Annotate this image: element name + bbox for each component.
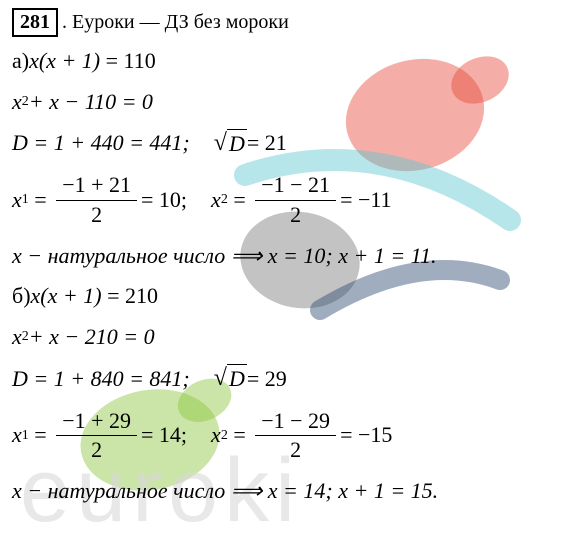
disc-lhs: D = 1 + 840 = 841; xyxy=(12,365,190,394)
math-solution-content: 281 . Еуроки — ДЗ без мороки а) x(x + 1)… xyxy=(0,0,586,525)
eq-exp: 2 xyxy=(22,93,29,111)
part-b-disc: D = 1 + 840 = 841; √ D = 29 xyxy=(12,363,574,394)
x1-num: −1 + 21 xyxy=(56,171,137,201)
sqrt-val: = 21 xyxy=(247,129,287,158)
sqrt-expr: √ D xyxy=(214,128,247,159)
part-a-label: а) xyxy=(12,47,29,76)
sqrt-arg: D xyxy=(227,129,247,159)
x1-sub: 1 xyxy=(22,191,29,209)
x2-frac: −1 − 29 2 xyxy=(255,407,336,465)
x1-frac: −1 + 29 2 xyxy=(56,407,137,465)
eq-lhs: x(x + 1) xyxy=(31,282,102,311)
concl-text: x − натуральное число ⟹ x = 10; x + 1 = … xyxy=(12,242,437,271)
eq-rhs: 210 xyxy=(125,282,158,311)
x1-frac: −1 + 21 2 xyxy=(56,171,137,229)
eq-lhs: x(x + 1) xyxy=(29,47,100,76)
part-b-eq2: x2 + x − 210 = 0 xyxy=(12,323,574,352)
x2-den: 2 xyxy=(284,436,307,465)
sqrt-expr: √ D xyxy=(214,363,247,394)
sqrt-symbol: √ xyxy=(214,363,227,394)
sqrt-arg: D xyxy=(227,364,247,394)
header-row: 281 . Еуроки — ДЗ без мороки xyxy=(12,8,574,37)
x2-num: −1 − 21 xyxy=(255,171,336,201)
problem-number-box: 281 xyxy=(12,8,58,37)
header-site-text: . Еуроки — ДЗ без мороки xyxy=(62,11,289,34)
x1-val: = 14; xyxy=(141,421,187,450)
x2-sub: 2 xyxy=(221,191,228,209)
part-a-disc: D = 1 + 440 = 441; √ D = 21 xyxy=(12,128,574,159)
eq-sign: = xyxy=(228,186,251,215)
eq-rest: + x − 210 = 0 xyxy=(29,323,155,352)
x2-label: x xyxy=(211,421,221,450)
part-a-eq2: x2 + x − 110 = 0 xyxy=(12,88,574,117)
x2-val: = −11 xyxy=(340,186,392,215)
eq-exp: 2 xyxy=(22,328,29,346)
part-b-roots: x1 = −1 + 29 2 = 14; x2 = −1 − 29 2 = −1… xyxy=(12,407,574,465)
part-a-eq1: а) x(x + 1) = 110 xyxy=(12,47,574,76)
part-b-label: б) xyxy=(12,282,31,311)
x1-label: x xyxy=(12,421,22,450)
x1-sub: 1 xyxy=(22,427,29,445)
eq-rest: + x − 110 = 0 xyxy=(29,88,153,117)
x2-label: x xyxy=(211,186,221,215)
part-a-conclusion: x − натуральное число ⟹ x = 10; x + 1 = … xyxy=(12,242,574,271)
eq-var: x xyxy=(12,88,22,117)
sqrt-symbol: √ xyxy=(214,128,227,159)
x2-sub: 2 xyxy=(221,427,228,445)
x2-num: −1 − 29 xyxy=(255,407,336,437)
sqrt-val: = 29 xyxy=(247,365,287,394)
eq-var: x xyxy=(12,323,22,352)
part-a-roots: x1 = −1 + 21 2 = 10; x2 = −1 − 21 2 = −1… xyxy=(12,171,574,229)
eq-rhs: 110 xyxy=(124,47,156,76)
eq-sign: = xyxy=(102,282,125,311)
x1-val: = 10; xyxy=(141,186,187,215)
eq-sign: = xyxy=(29,186,52,215)
x1-den: 2 xyxy=(85,436,108,465)
part-b-eq1: б) x(x + 1) = 210 xyxy=(12,282,574,311)
x1-den: 2 xyxy=(85,201,108,230)
disc-lhs: D = 1 + 440 = 441; xyxy=(12,129,190,158)
x1-label: x xyxy=(12,186,22,215)
eq-sign: = xyxy=(100,47,123,76)
x2-val: = −15 xyxy=(340,421,392,450)
eq-sign: = xyxy=(29,421,52,450)
concl-text: x − натуральное число ⟹ x = 14; x + 1 = … xyxy=(12,477,438,506)
eq-sign: = xyxy=(228,421,251,450)
x2-frac: −1 − 21 2 xyxy=(255,171,336,229)
x1-num: −1 + 29 xyxy=(56,407,137,437)
x2-den: 2 xyxy=(284,201,307,230)
part-b-conclusion: x − натуральное число ⟹ x = 14; x + 1 = … xyxy=(12,477,574,506)
